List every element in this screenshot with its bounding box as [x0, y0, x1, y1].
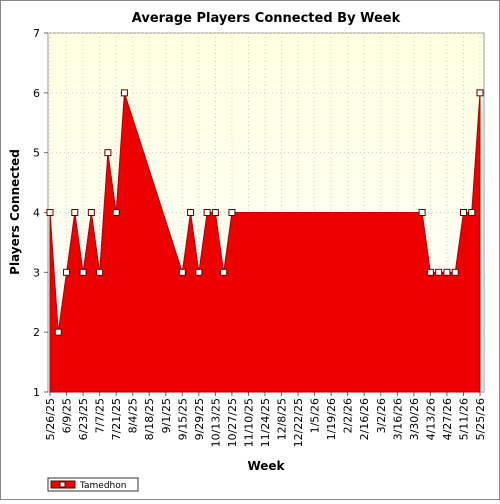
marker — [220, 268, 228, 276]
marker — [476, 89, 484, 97]
marker — [228, 209, 236, 216]
y-tick-label: 5 — [33, 147, 40, 160]
marker — [54, 328, 62, 336]
x-tick-label: 1/5/26 — [309, 398, 322, 433]
marker — [63, 268, 71, 276]
x-tick-label: 4/13/26 — [424, 398, 437, 440]
marker — [435, 268, 443, 276]
x-tick-label: 11/24/25 — [259, 398, 272, 447]
x-tick-label: 7/21/25 — [110, 398, 123, 440]
x-tick-label: 8/4/25 — [127, 398, 140, 433]
marker — [426, 268, 434, 276]
x-tick-label: 3/30/26 — [408, 398, 421, 440]
marker — [112, 209, 120, 216]
legend-marker — [59, 481, 66, 488]
marker — [187, 209, 195, 216]
x-tick-label: 11/10/25 — [242, 398, 255, 447]
y-tick-label: 6 — [33, 87, 40, 100]
marker — [71, 209, 79, 216]
x-tick-label: 2/2/26 — [342, 398, 355, 433]
marker — [418, 209, 426, 216]
x-tick-label: 9/29/25 — [193, 398, 206, 440]
x-tick-label: 3/2/26 — [375, 398, 388, 433]
marker — [211, 209, 219, 216]
x-tick-label: 5/26/25 — [44, 398, 57, 440]
x-tick-label: 6/9/25 — [61, 398, 74, 433]
y-tick-label: 7 — [33, 27, 40, 40]
marker — [451, 268, 459, 276]
x-tick-label: 7/7/25 — [94, 398, 107, 433]
x-tick-label: 9/15/25 — [176, 398, 189, 440]
y-axis-label: Players Connected — [8, 149, 22, 275]
x-tick-label: 12/22/25 — [292, 398, 305, 447]
x-tick-label: 9/1/25 — [160, 398, 173, 433]
x-tick-label: 5/11/26 — [457, 398, 470, 440]
x-tick-label: 2/16/26 — [358, 398, 371, 440]
marker — [104, 149, 112, 157]
marker — [120, 89, 128, 97]
chart-title: Average Players Connected By Week — [132, 11, 401, 26]
x-tick-label: 5/25/26 — [474, 398, 487, 440]
x-tick-label: 12/8/25 — [276, 398, 289, 440]
x-tick-label: 3/16/26 — [391, 398, 404, 440]
y-tick-label: 3 — [33, 266, 40, 279]
marker — [203, 209, 211, 216]
x-tick-label: 10/27/25 — [226, 398, 239, 447]
marker — [195, 268, 203, 276]
marker — [46, 209, 54, 216]
marker — [96, 268, 104, 276]
x-tick-label: 1/19/26 — [325, 398, 338, 440]
y-tick-label: 2 — [33, 326, 40, 339]
marker — [443, 268, 451, 276]
x-tick-label: 8/18/25 — [143, 398, 156, 440]
legend-label: Tamedhon — [79, 481, 126, 491]
x-tick-label: 6/23/25 — [77, 398, 90, 440]
marker — [79, 268, 87, 276]
marker — [459, 209, 467, 216]
y-tick-label: 4 — [33, 207, 40, 220]
x-axis-label: Week — [247, 459, 285, 473]
area — [49, 92, 481, 393]
marker — [178, 268, 186, 276]
marker — [468, 209, 476, 216]
marker — [87, 209, 95, 216]
x-tick-label: 4/27/26 — [441, 398, 454, 440]
y-tick-label: 1 — [33, 386, 40, 399]
x-tick-label: 10/13/25 — [209, 398, 222, 447]
